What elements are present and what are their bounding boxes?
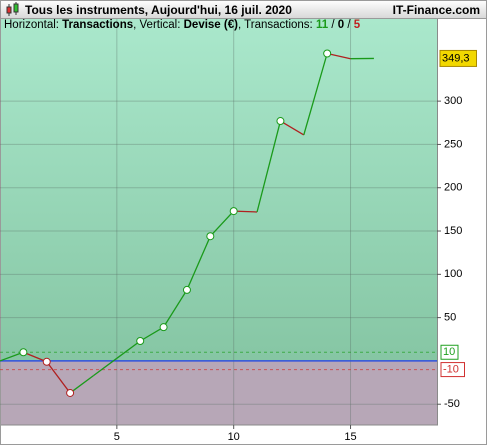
reference-label: -10 <box>443 363 459 375</box>
negative-area <box>0 360 437 425</box>
x-tick-label: 5 <box>114 431 120 443</box>
line-segment <box>139 326 164 342</box>
line-segment <box>256 120 282 213</box>
subtitle-part: / <box>328 19 338 31</box>
point-marker <box>276 117 285 126</box>
y-tick-label: 300 <box>444 95 462 107</box>
y-tick-label: 150 <box>444 225 462 237</box>
subtitle-part: , Transactions: <box>237 19 316 31</box>
reference-label: 10 <box>443 346 455 358</box>
line-segment <box>0 351 24 362</box>
reference-label-box <box>440 344 459 360</box>
point-marker <box>182 285 191 294</box>
line-segment <box>93 357 118 377</box>
point-marker <box>66 388 75 397</box>
y-tick-label: 50 <box>444 312 456 324</box>
subtitle-part: , Vertical: <box>133 19 184 31</box>
line-segment <box>69 375 94 394</box>
subtitle: Horizontal: Transactions, Vertical: Devi… <box>4 19 360 31</box>
line-segment <box>209 210 235 237</box>
subtitle-part: Devise (€) <box>183 19 238 31</box>
point-marker <box>206 232 215 241</box>
point-marker <box>136 337 145 346</box>
subtitle-part: Transactions <box>62 19 134 31</box>
subtitle-part: / <box>344 19 354 31</box>
subtitle-part: 11 <box>315 19 329 31</box>
line-segment <box>280 120 305 136</box>
line-segment <box>23 351 47 363</box>
line-segment <box>303 53 328 136</box>
subtitle-part: 5 <box>353 19 361 31</box>
y-tick-label: -50 <box>444 398 460 410</box>
point-marker <box>229 207 238 216</box>
icon <box>6 2 19 16</box>
value-label-box <box>439 49 477 67</box>
point-marker <box>19 348 28 357</box>
title: Tous les instruments, Aujourd'hui, 16 ju… <box>25 3 292 17</box>
y-tick-label: 200 <box>444 182 462 194</box>
line-segment <box>46 361 71 394</box>
brand: IT-Finance.com <box>392 3 480 17</box>
y-tick-label: 250 <box>444 138 462 150</box>
point-marker <box>42 357 51 366</box>
line-segment <box>163 289 188 328</box>
y-tick-label: 100 <box>444 268 462 280</box>
x-tick-label: 10 <box>228 431 240 443</box>
point-marker <box>323 49 332 58</box>
title-bar: Tous les instruments, Aujourd'hui, 16 ju… <box>0 0 487 19</box>
subtitle-part: Horizontal: <box>4 19 63 31</box>
value-label: 349,3 <box>442 52 470 64</box>
x-tick-label: 15 <box>344 431 356 443</box>
line-segment <box>116 340 141 359</box>
line-segment <box>186 235 211 291</box>
point-marker <box>159 323 168 332</box>
subtitle-part: 0 <box>337 19 345 31</box>
reference-label-box <box>440 362 465 378</box>
positive-area <box>0 18 437 361</box>
